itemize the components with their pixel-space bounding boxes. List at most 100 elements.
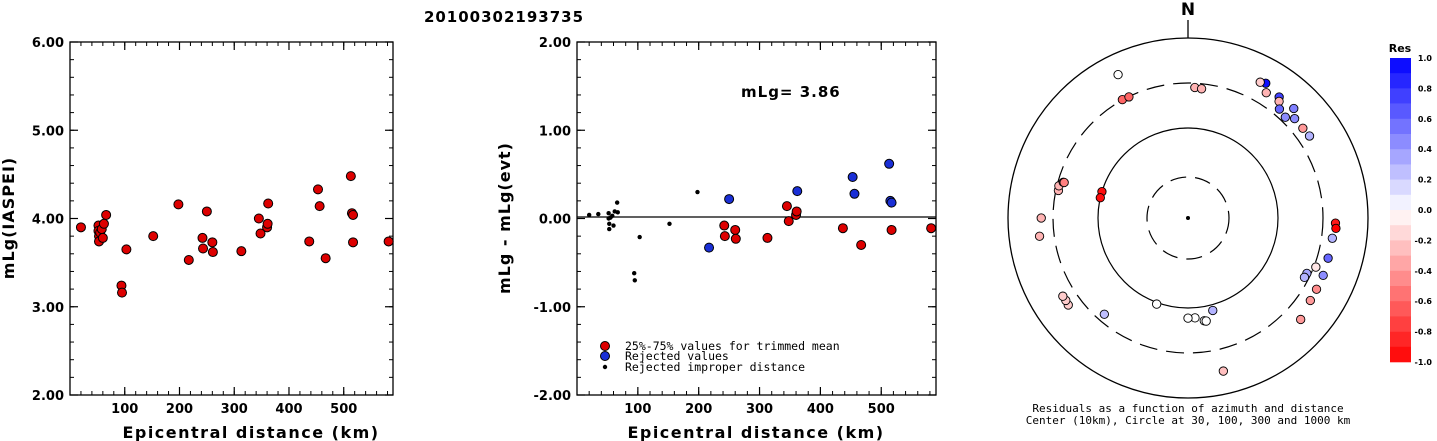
left-x-tick-label: 100 [111, 402, 138, 417]
left-data-point [312, 184, 323, 195]
polar-residual-point [1255, 77, 1265, 87]
middle-y-tick-label: 0.00 [539, 213, 571, 228]
left-data-point [253, 213, 264, 224]
colorbar-cell [1390, 255, 1411, 272]
colorbar-tick-label: -0.6 [1415, 297, 1433, 306]
polar-residual-point [1261, 88, 1271, 98]
trimmed-point [730, 233, 741, 244]
polar-residual-point [1289, 103, 1299, 114]
left-data-point [207, 237, 218, 248]
colorbar-title: Res [1389, 42, 1412, 55]
legend-label-rejected: Rejected values [625, 349, 729, 363]
colorbar-tick-label: 0.2 [1418, 176, 1432, 185]
rejected-point [884, 158, 895, 169]
legend-label-trimmed: 25%-75% values for trimmed mean [625, 339, 840, 353]
trimmed-point [762, 232, 773, 243]
left-data-point [98, 218, 109, 229]
polar-residual-point [1208, 305, 1218, 316]
improper-distance-point [695, 189, 700, 195]
legend-label-improper: Rejected improper distance [625, 360, 805, 374]
polar-residual-point [1058, 291, 1068, 301]
improper-distance-point [607, 221, 612, 226]
colorbar-cell [1390, 331, 1411, 348]
trimmed-point [730, 224, 741, 235]
colorbar: Res 1.0 0.8 0.6 0.4 0.2 0.0 -0.2 -0.4 -0.6 -0.8 -1… [1389, 42, 1433, 367]
improper-distance-point [667, 221, 672, 226]
middle-x-tick-label: 500 [868, 402, 895, 417]
left-data-point [314, 201, 325, 212]
colorbar-cell [1390, 240, 1411, 256]
polar-residual-point [1124, 92, 1134, 102]
trimmed-point [719, 220, 730, 231]
improper-distance-point [596, 211, 601, 217]
colorbar-cell [1390, 118, 1411, 135]
left-x-ticks: 100 200 300 400 500 [80, 42, 389, 417]
left-x-tick-label: 300 [221, 402, 248, 417]
left-data-point [345, 171, 356, 182]
colorbar-cell [1390, 58, 1411, 74]
middle-panel: -2.00 -1.00 0.00 1.00 2.00 100 200 300 400 500 m… [495, 36, 937, 441]
left-data-point [183, 254, 194, 265]
ring-100km [1097, 127, 1279, 309]
middle-points [586, 158, 937, 283]
colorbar-ticks: 1.0 0.8 0.6 0.4 0.2 0.0 -0.2 -0.4 -0.6 -0.8 -1.0 [1415, 54, 1433, 367]
polar-residual-point [1311, 284, 1322, 294]
colorbar-cell [1390, 210, 1411, 226]
polar-caption-line1: Residuals as a function of azimuth and d… [1032, 402, 1343, 415]
improper-distance-point [614, 200, 620, 205]
left-data-point [262, 218, 273, 229]
left-data-point [383, 236, 394, 247]
middle-x-tick-label: 200 [685, 402, 712, 417]
legend: 25%-75% values for trimmed mean Rejected… [600, 339, 840, 374]
colorbar-cell [1390, 316, 1411, 332]
polar-residual-point [1218, 366, 1228, 376]
left-y-tick-label: 5.00 [32, 124, 64, 139]
polar-residual-point [1296, 314, 1306, 325]
trimmed-point [886, 224, 897, 235]
polar-residual-point [1298, 123, 1308, 133]
left-y-tick-label: 6.00 [32, 36, 64, 51]
left-data-point [348, 209, 359, 220]
improper-distance-point [611, 223, 616, 228]
colorbar-tick-label: -1.0 [1415, 358, 1433, 367]
middle-y-ticks: -2.00 -1.00 0.00 1.00 2.00 [534, 36, 936, 404]
colorbar-cell [1390, 134, 1411, 150]
colorbar-cell [1390, 88, 1411, 104]
colorbar-cell [1390, 301, 1411, 317]
left-data-point [121, 244, 132, 255]
middle-x-tick-label: 400 [807, 402, 834, 417]
colorbar-tick-label: -0.4 [1415, 267, 1433, 276]
rejected-point [704, 242, 715, 253]
polar-residual-point [1152, 299, 1162, 309]
polar-residual-point [1280, 112, 1290, 122]
left-data-point [255, 228, 266, 239]
colorbar-tick-label: -0.8 [1415, 328, 1433, 337]
colorbar-tick-label: -0.2 [1415, 236, 1433, 245]
left-y-tick-label: 2.00 [32, 389, 64, 404]
colorbar-cell [1390, 164, 1411, 180]
middle-y-tick-label: -1.00 [534, 301, 571, 316]
polar-residual-point [1059, 177, 1069, 188]
north-label: N [1181, 0, 1195, 20]
polar-residual-point [1113, 69, 1123, 80]
left-data-point [97, 232, 108, 243]
improper-distance-point [586, 212, 592, 218]
colorbar-cell [1390, 179, 1411, 196]
trimmed-point [926, 223, 937, 234]
polar-residual-point [1095, 193, 1105, 203]
colorbar-cell [1390, 149, 1411, 165]
left-data-point [148, 231, 159, 242]
left-data-point [263, 198, 274, 209]
colorbar-tick-label: 0.0 [1418, 206, 1433, 215]
improper-distance-point [615, 210, 620, 215]
polar-points [1034, 69, 1341, 376]
left-data-point [304, 236, 315, 247]
middle-x-axis-label: Epicentral distance (km) [627, 423, 884, 441]
left-points [75, 171, 394, 298]
rejected-point [847, 172, 858, 183]
trimmed-point [719, 231, 730, 242]
colorbar-cell [1390, 73, 1411, 89]
polar-residual-point [1311, 262, 1321, 272]
polar-residual-point [1099, 309, 1109, 319]
colorbar-cell [1390, 270, 1411, 287]
